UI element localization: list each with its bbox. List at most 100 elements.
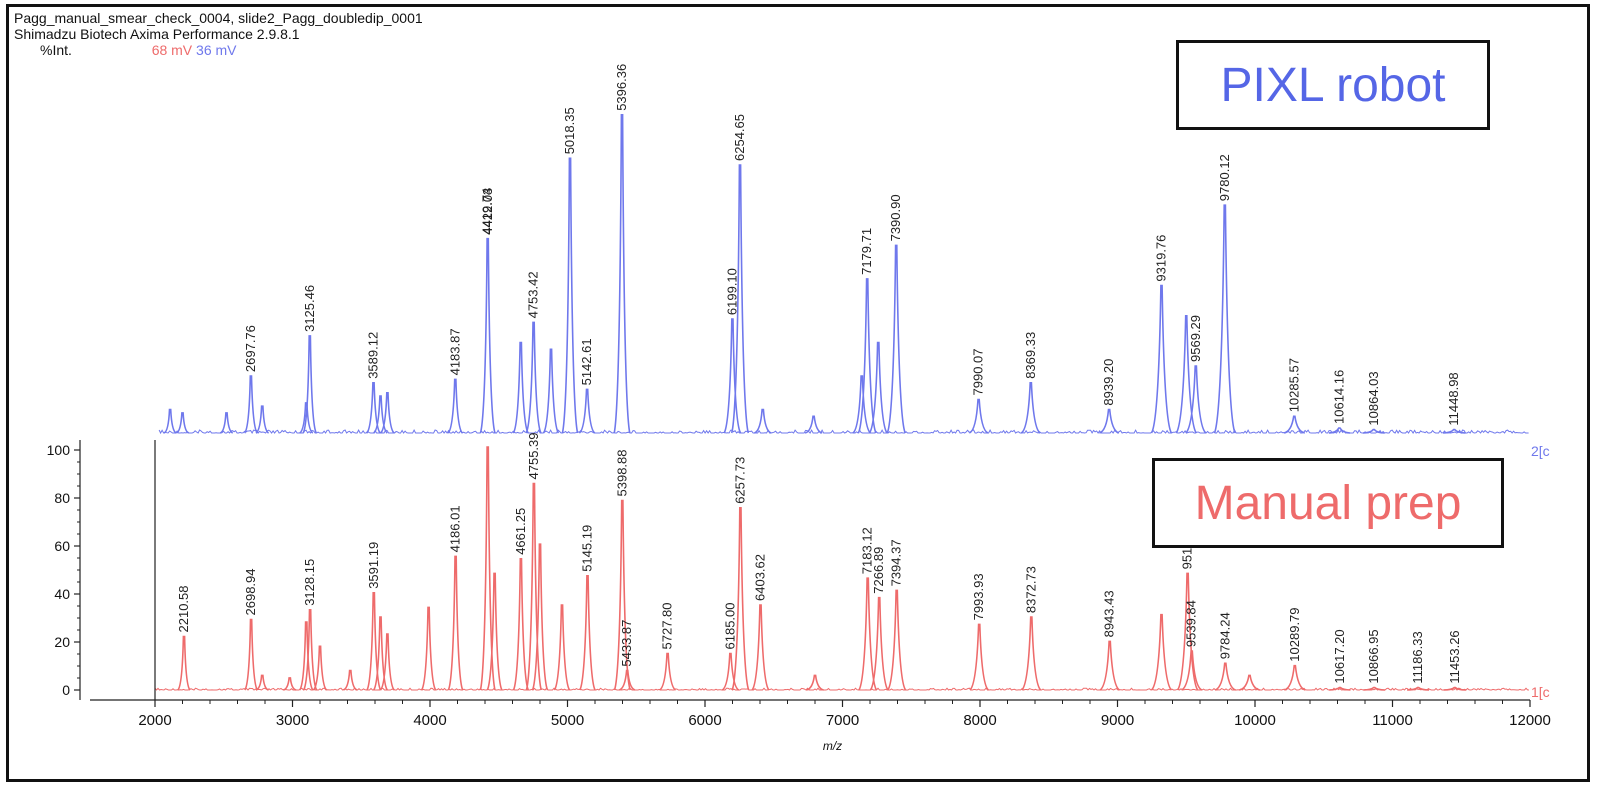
- blue-peak: [1175, 315, 1197, 434]
- red-peak: [1407, 686, 1430, 691]
- red-peak-label: 9784.24: [1217, 612, 1232, 659]
- red-peak: [302, 609, 318, 691]
- red-peak-label: 11453.26: [1447, 630, 1462, 683]
- blue-peak: [175, 412, 190, 434]
- blue-peak: [730, 164, 750, 434]
- red-peak: [1099, 640, 1121, 691]
- red-peak-label: 7394.37: [889, 539, 904, 586]
- red-peak-label: 5433.87: [619, 620, 634, 667]
- x-tick-label: 5000: [551, 712, 584, 729]
- blue-peak-label: 5142.61: [579, 338, 594, 385]
- x-tick-label: 10000: [1234, 712, 1276, 729]
- blue-peak: [1213, 204, 1236, 434]
- blue-peak: [243, 375, 258, 434]
- red-peak: [1181, 650, 1203, 691]
- blue-peak: [1283, 415, 1306, 434]
- blue-peak-label: 9569.29: [1188, 315, 1203, 362]
- red-peak-label: 6185.00: [722, 603, 737, 650]
- blue-peak: [1443, 428, 1466, 434]
- red-peak: [379, 633, 395, 691]
- red-peak-label: 7183.12: [860, 527, 875, 574]
- header-instrument: Shimadzu Biotech Axima Performance 2.9.8…: [14, 26, 300, 42]
- red-peak-label: 10617.20: [1332, 629, 1347, 683]
- red-peak: [887, 589, 907, 691]
- blue-peak: [479, 237, 496, 434]
- blue-peak: [968, 398, 989, 434]
- series-pixl-robot: [158, 114, 1529, 435]
- blue-peak-label: 11448.98: [1446, 372, 1461, 425]
- red-peak: [366, 592, 382, 691]
- blue-peak: [578, 388, 596, 434]
- mv-red-label: 68 mV: [151, 42, 193, 58]
- blue-peak-label: 6199.10: [724, 268, 739, 315]
- red-peak: [1176, 572, 1199, 691]
- red-peak: [579, 575, 596, 691]
- blue-peak: [299, 402, 314, 434]
- blue-peak-label: 7390.90: [888, 194, 903, 241]
- red-peak: [858, 577, 878, 691]
- blue-peak: [219, 412, 234, 434]
- blue-peak: [525, 321, 542, 434]
- blue-peak: [1185, 365, 1207, 434]
- blue-peak: [754, 408, 772, 434]
- blue-peak: [366, 382, 381, 434]
- chart-axes: 0 20 40 60 80 100 2000 3000 4000 5000 6000 7000 8000…: [47, 440, 1551, 753]
- legend-manual-prep: Manual prep: [1152, 458, 1504, 548]
- red-peak: [806, 674, 824, 691]
- red-peak: [751, 604, 770, 691]
- red-peak-label: 4661.25: [513, 508, 528, 555]
- blue-peak: [1099, 408, 1120, 434]
- blue-peak-label: 4183.87: [447, 328, 462, 375]
- red-peak-label: 10866.95: [1366, 629, 1381, 683]
- red-peak-label: 5145.19: [580, 525, 595, 572]
- red-peak: [283, 677, 297, 691]
- peak-labels: 2697.76 3125.46 3589.12 4183.87 4419.744422.…: [176, 64, 1462, 684]
- red-peak-label: 5727.80: [660, 603, 675, 650]
- red-peak-label: 6257.73: [732, 457, 747, 504]
- y-tick-label: 60: [54, 538, 70, 554]
- red-peak: [372, 616, 389, 691]
- chart-frame: [6, 4, 1590, 782]
- legend-pixl-robot: PIXL robot: [1176, 40, 1490, 130]
- blue-peak-label: 10614.16: [1331, 370, 1346, 424]
- blue-peak-label: 3125.46: [302, 285, 317, 332]
- red-peak: [255, 674, 269, 691]
- blue-peak: [447, 378, 464, 434]
- blue-peak: [852, 375, 872, 434]
- red-peak: [1239, 674, 1260, 691]
- blue-peak: [1150, 284, 1173, 434]
- y-tick-label: 20: [54, 634, 70, 650]
- red-peak: [312, 645, 328, 691]
- red-peak-label: 7266.89: [871, 547, 886, 594]
- red-peak-label: 6403.62: [753, 554, 768, 601]
- blue-peak-label: 4419.74: [480, 188, 495, 235]
- blue-peak: [255, 405, 270, 434]
- blue-peak-label: 8939.20: [1101, 359, 1116, 406]
- x-tick-label: 3000: [276, 712, 309, 729]
- red-peak: [525, 482, 543, 691]
- y-tick-label: 100: [47, 442, 71, 458]
- red-peak: [531, 543, 549, 691]
- red-peak: [486, 572, 503, 691]
- x-axis-label: m/z: [823, 739, 842, 753]
- y-tick-label: 0: [62, 682, 70, 698]
- blue-peak: [804, 415, 823, 434]
- red-peak: [420, 606, 437, 691]
- blue-peak: [512, 341, 529, 434]
- blue-peak-label: 10864.03: [1366, 371, 1381, 425]
- blue-peak-label: 2697.76: [243, 325, 258, 372]
- blue-peak-label: 9319.76: [1154, 235, 1169, 282]
- blue-peak: [868, 341, 888, 434]
- red-peak-label: 2210.58: [176, 586, 191, 633]
- red-peak: [1150, 613, 1173, 691]
- x-tick-label: 6000: [688, 712, 721, 729]
- red-peak: [731, 507, 750, 691]
- int-label: %Int.: [40, 42, 72, 58]
- blue-baseline: [158, 429, 1529, 435]
- red-peak-label: 9539.84: [1184, 600, 1199, 647]
- red-baseline: [154, 687, 1530, 691]
- blue-peak-label: 7990.07: [971, 349, 986, 396]
- red-peak: [618, 669, 636, 691]
- red-peak: [299, 621, 314, 691]
- blue-peak: [373, 395, 388, 434]
